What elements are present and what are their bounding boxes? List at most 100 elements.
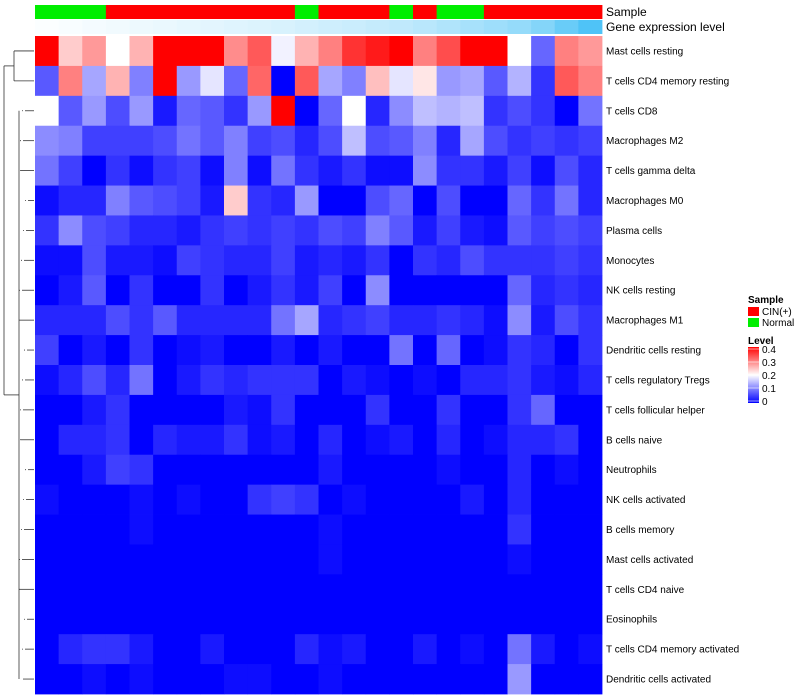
heatmap-cell	[531, 36, 556, 67]
heatmap-cell	[58, 424, 83, 456]
heatmap-cell	[129, 36, 154, 67]
expression-annotation-cell	[200, 20, 225, 34]
heatmap-cell	[58, 335, 83, 366]
heatmap-cell	[271, 574, 296, 605]
heatmap-cell	[294, 65, 319, 97]
heatmap-cell	[318, 424, 343, 456]
heatmap-cell	[436, 634, 461, 665]
heatmap-cell	[460, 95, 485, 127]
heatmap-cell	[82, 484, 107, 515]
sample-annotation-cell	[176, 5, 201, 19]
sample-annotation-cell	[554, 5, 579, 19]
heatmap-cell	[460, 424, 485, 456]
heatmap-cell	[105, 305, 130, 336]
heatmap-cell	[389, 275, 414, 306]
heatmap-cell	[365, 454, 390, 486]
heatmap-cell	[176, 394, 201, 426]
heatmap-cell	[271, 544, 296, 575]
heatmap-cell	[200, 514, 225, 545]
sample-annotation-cell	[578, 5, 603, 19]
row-label: Mast cells activated	[606, 555, 693, 566]
heatmap-cell	[176, 185, 201, 216]
row-label: T cells CD4 memory resting	[606, 76, 729, 87]
heatmap-cell	[294, 574, 319, 605]
heatmap-cell	[271, 215, 296, 246]
heatmap-cell	[247, 664, 272, 695]
heatmap-cell	[413, 514, 438, 545]
heatmap-cell	[82, 664, 107, 695]
heatmap-cell	[578, 305, 603, 336]
heatmap-cell	[176, 424, 201, 456]
heatmap-cell	[507, 664, 532, 695]
heatmap-cell	[58, 185, 83, 216]
heatmap-cell	[271, 634, 296, 665]
heatmap-cell	[224, 664, 249, 695]
heatmap-cell	[483, 95, 508, 127]
heatmap-cell	[82, 245, 107, 276]
heatmap-cell	[413, 275, 438, 306]
heatmap-cell	[271, 36, 296, 67]
heatmap-cell	[531, 574, 556, 605]
heatmap-cell	[129, 215, 154, 246]
heatmap-cell	[413, 36, 438, 67]
heatmap-cell	[531, 335, 556, 366]
heatmap-cell	[483, 604, 508, 635]
heatmap-cell	[365, 514, 390, 545]
sample-annotation-bar	[35, 5, 603, 19]
heatmap-cell	[342, 454, 367, 486]
heatmap-cell	[507, 604, 532, 635]
heatmap-cell	[389, 634, 414, 665]
heatmap-cell	[153, 365, 178, 396]
heatmap-cell	[460, 664, 485, 695]
heatmap-cell	[153, 604, 178, 635]
heatmap-cell	[578, 125, 603, 157]
heatmap-cell	[554, 604, 579, 635]
heatmap-cell	[294, 514, 319, 545]
heatmap-cell	[318, 65, 343, 97]
heatmap-cell	[129, 544, 154, 575]
heatmap-cell	[342, 155, 367, 186]
heatmap-cell	[413, 604, 438, 635]
heatmap-cell	[224, 95, 249, 127]
expression-annotation-cell	[365, 20, 390, 34]
row-label: Eosinophils	[606, 615, 657, 626]
heatmap-cell	[413, 185, 438, 216]
heatmap-cell	[247, 95, 272, 127]
heatmap-cell	[318, 36, 343, 67]
heatmap-cell	[342, 424, 367, 456]
heatmap-cell	[413, 65, 438, 97]
heatmap-cell	[105, 664, 130, 695]
heatmap-cell	[483, 664, 508, 695]
heatmap-cell	[58, 574, 83, 605]
heatmap-cell	[318, 664, 343, 695]
heatmap-cell	[224, 604, 249, 635]
heatmap-cell	[554, 574, 579, 605]
heatmap-cell	[247, 335, 272, 366]
heatmap-cell	[413, 305, 438, 336]
heatmap-cell	[413, 245, 438, 276]
heatmap-cell	[200, 215, 225, 246]
heatmap-cell	[247, 424, 272, 456]
heatmap-cell	[129, 155, 154, 186]
heatmap-cell	[35, 275, 60, 306]
row-label: T cells CD4 memory activated	[606, 645, 739, 656]
heatmap-cell	[294, 454, 319, 486]
heatmap-cell	[413, 454, 438, 486]
heatmap-cell	[247, 604, 272, 635]
expression-annotation-cell	[531, 20, 556, 34]
heatmap-cell	[578, 454, 603, 486]
heatmap-cell	[507, 544, 532, 575]
heatmap-cell	[271, 125, 296, 157]
heatmap-cell	[82, 305, 107, 336]
heatmap-cell	[176, 365, 201, 396]
heatmap-cell	[105, 365, 130, 396]
expression-annotation-cell	[413, 20, 438, 34]
heatmap-cell	[58, 365, 83, 396]
heatmap-cell	[35, 514, 60, 545]
heatmap-cell	[554, 245, 579, 276]
heatmap-cell	[129, 305, 154, 336]
heatmap-cell	[365, 604, 390, 635]
heatmap-cell	[271, 155, 296, 186]
sample-annotation-cell	[129, 5, 154, 19]
heatmap-cell	[224, 544, 249, 575]
